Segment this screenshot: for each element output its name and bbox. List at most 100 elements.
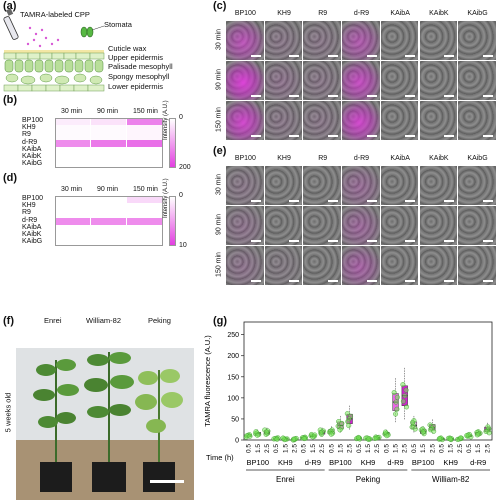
scale-bar [405,135,416,137]
microscopy-tile [226,166,264,205]
microscopy-tile [226,61,264,100]
plant-william82-icon [84,352,134,492]
scale-bar [444,95,455,97]
data-point [291,436,297,442]
peptide-label: KH9 [361,458,376,467]
scale-bar [444,200,455,202]
microscopy-tile [226,206,264,245]
data-point [412,426,418,432]
scale-bar [482,95,493,97]
scale-bar [405,240,416,242]
time-tick-label: 0.5 [356,444,363,453]
microscopy-tile [419,61,458,100]
heatmap-row-label: d-R9 [22,138,38,146]
data-point [431,428,437,434]
grid-row-label: 90 min [215,214,223,236]
microscopy-tile [419,246,458,285]
heatmap-col-label: 150 min [133,108,158,115]
time-tick-label: 2.5 [429,444,436,453]
cultivar-label-william82: William-82 [86,316,122,325]
time-tick-label: 0.5 [328,444,335,453]
cultivar-label: Enrei [276,475,295,484]
microscopy-tile [226,21,264,60]
data-point [458,435,464,441]
heatmap-row-label: KAibA [22,223,42,231]
data-point [355,434,361,440]
data-point [382,429,388,435]
heatmap-cell [91,118,127,126]
y-tick-label: 250 [227,332,239,339]
cultivar-label: Peking [356,475,380,484]
microscopy-tile [303,166,342,205]
scale-max-label: 10 [179,242,187,250]
data-point [391,390,397,396]
scale-bar [328,135,339,137]
microscopy-tile [303,101,342,140]
heatmap-col-label: 90 min [97,108,119,115]
data-point [337,427,343,433]
peptide-label: BP100 [329,458,352,467]
data-point [400,382,406,388]
data-point [474,432,480,438]
scale-bar [405,95,416,97]
time-tick-label: 0.5 [301,444,308,453]
microscopy-tile [458,101,496,140]
microscopy-tile [264,61,303,100]
grid-col-label: KAibK [429,155,449,162]
peptide-label: BP100 [247,458,270,467]
spray-bottle-icon [3,8,19,40]
panel-a-label: (a) [3,0,17,12]
microscopy-tile [264,246,303,285]
grid-col-label: KH9 [277,10,291,17]
microscopy-tile [264,101,303,140]
data-point [318,430,324,436]
panel-f-label: (f) [3,315,14,327]
grid-row-label: 150 min [215,252,223,277]
microscopy-tile [458,246,496,285]
microscopy-tile [458,21,496,60]
heatmap-row-label: KAibG [22,238,43,246]
heatmap-cell [55,139,91,147]
microscopy-tile [342,21,380,60]
heatmap-cell [91,139,127,147]
plant-peking-icon [135,369,183,492]
microscopy-tile [303,206,342,245]
time-tick-label: 1.5 [337,444,344,453]
y-tick-label: 0 [235,438,239,445]
scale-bar [289,55,300,57]
scale-bar [444,240,455,242]
heatmap-col-label: 30 min [61,108,83,115]
heatmap-col-label: 90 min [97,186,119,193]
microscopy-tile [264,166,303,205]
time-tick-label: 1.5 [420,444,427,453]
plant-photo [16,330,194,500]
scale-bar [482,135,493,137]
time-tick-label: 2.5 [374,444,381,453]
peptide-label: BP100 [412,458,435,467]
data-point [280,435,286,441]
heatmap-cell [55,239,91,247]
heatmap-d: 30 min 90 min 150 min BP100 KH9 R9 d-R9 KAibA KA… [0,0,215,300]
layer-label-lower: Lower epidermis [108,82,164,91]
heatmap-cell [55,161,91,169]
microscopy-tile [380,61,419,100]
scale-bar [250,55,261,57]
scale-bar [366,95,377,97]
data-point [372,435,378,441]
microscopy-tile [342,101,380,140]
time-tick-label: 2.5 [457,444,464,453]
scale-bar [444,55,455,57]
time-tick-label: 0.5 [273,444,280,453]
microscopy-tile [342,61,380,100]
grid-col-label: KAibG [467,155,488,162]
heatmap-row-label: R9 [22,131,31,139]
heatmap-cell [91,146,127,154]
scale-bar [405,55,416,57]
scale-bar [405,200,416,202]
scale-bar [444,135,455,137]
microscopy-tile [419,101,458,140]
heatmap-b: 30 min 90 min 150 min BP100 KH9 R9 d-R9 KAibA KA… [0,0,215,200]
time-tick-label: 2.5 [292,444,299,453]
heatmap-cell [91,161,127,169]
y-tick-label: 150 [227,374,239,381]
